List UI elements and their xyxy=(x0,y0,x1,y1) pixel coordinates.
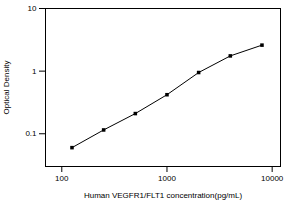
svg-text:1000: 1000 xyxy=(158,174,176,183)
svg-text:10: 10 xyxy=(28,4,37,13)
svg-text:0.1: 0.1 xyxy=(25,129,37,138)
svg-text:10000: 10000 xyxy=(261,174,284,183)
svg-text:1: 1 xyxy=(32,67,37,76)
svg-text:Human VEGFR1/FLT1 concentratio: Human VEGFR1/FLT1 concentration(pg/mL) xyxy=(84,191,242,200)
svg-text:100: 100 xyxy=(55,174,69,183)
svg-text:Optical Density: Optical Density xyxy=(2,61,11,115)
